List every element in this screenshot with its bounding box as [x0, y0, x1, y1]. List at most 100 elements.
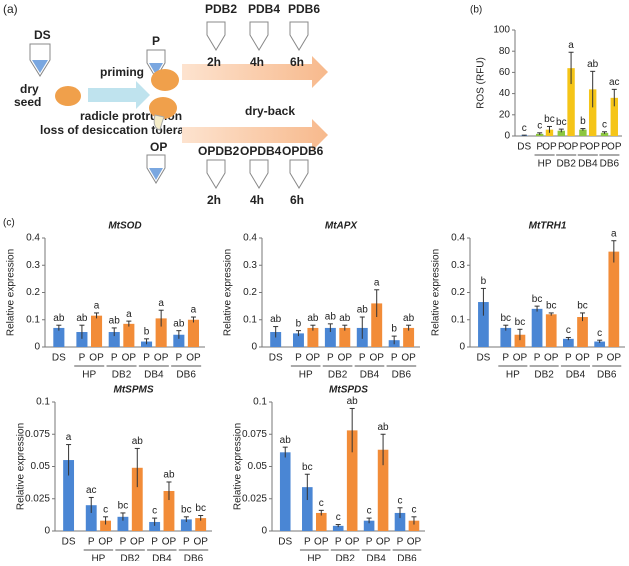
bar: [531, 308, 543, 347]
tube: [206, 159, 226, 189]
x-tick-label: OP: [98, 537, 113, 548]
sample-label: PDB6: [288, 2, 320, 16]
bar: [563, 338, 574, 347]
tube: [289, 21, 309, 51]
bar: [149, 521, 161, 531]
y-tick-label: 0: [504, 131, 510, 142]
y-tick-label: 0.025: [242, 493, 267, 504]
y-tick-label: 0.4: [243, 233, 257, 244]
group-label: DB2: [534, 370, 554, 381]
arrow: [182, 119, 328, 151]
significance-letter: ac: [86, 485, 97, 496]
time-label: 6h: [290, 55, 304, 69]
chart-title: MtAPX: [325, 221, 359, 232]
sample-label: PDB2: [205, 2, 237, 16]
x-tick-label: DS: [62, 537, 76, 548]
y-tick-label: 0.2: [451, 287, 465, 298]
bar: [53, 327, 65, 347]
y-tick-label: 0: [44, 526, 50, 537]
y-tick-label: 80: [499, 46, 511, 57]
x-tick-label: OP: [401, 353, 416, 364]
x-tick-label: OP: [89, 353, 104, 364]
x-tick-label: OP: [186, 353, 201, 364]
x-tick-label: OP: [564, 142, 579, 153]
seed-text: seed: [14, 95, 41, 109]
significance-letter: a: [191, 305, 197, 316]
significance-letter: ab: [403, 313, 415, 324]
significance-letter: c: [522, 123, 527, 134]
significance-letter: c: [537, 120, 542, 131]
bar: [155, 318, 167, 347]
bar: [279, 452, 291, 531]
x-tick-label: P: [335, 537, 342, 548]
bar: [600, 132, 609, 136]
significance-letter: c: [597, 328, 602, 339]
x-tick-label: P: [391, 353, 398, 364]
bar: [610, 97, 618, 136]
bar: [577, 317, 588, 347]
bar: [363, 520, 375, 531]
sample-label: PDB4: [248, 2, 280, 16]
y-tick-label: 0.05: [248, 461, 268, 472]
y-tick-label: 100: [493, 25, 510, 36]
group-label: HP: [91, 554, 105, 561]
bar: [514, 334, 526, 347]
tube-liquid: [149, 63, 163, 75]
dry-back-label: dry-back: [245, 104, 295, 118]
group-label: DB4: [360, 370, 380, 381]
x-tick-label: P: [558, 142, 565, 153]
bar: [292, 333, 304, 347]
bar: [594, 341, 606, 347]
significance-letter: a: [374, 277, 380, 288]
y-tick-label: 0.1: [253, 397, 267, 408]
x-tick-label: OP: [607, 353, 622, 364]
group-label: DB6: [176, 370, 196, 381]
x-tick-label: OP: [513, 353, 528, 364]
significance-letter: ab: [339, 313, 351, 324]
significance-letter: ab: [587, 59, 599, 70]
bar: [131, 467, 143, 531]
x-tick-label: P: [151, 537, 158, 548]
x-tick-label: P: [79, 353, 86, 364]
x-tick-label: OP: [314, 537, 329, 548]
x-tick-label: P: [88, 537, 95, 548]
sample-label: OPDB4: [240, 144, 282, 158]
bar: [108, 332, 120, 347]
tube: [206, 21, 226, 51]
x-tick-label: OP: [607, 142, 622, 153]
y-tick-label: 0: [251, 342, 257, 353]
bar: [567, 68, 575, 136]
x-tick-label: DS: [517, 142, 531, 153]
significance-letter: ab: [357, 305, 369, 316]
radicle: [153, 114, 165, 131]
x-tick-label: DS: [269, 353, 283, 364]
arrow: [182, 56, 328, 88]
group-label: DB6: [397, 554, 417, 561]
seed: [55, 86, 81, 106]
significance-letter: c: [319, 498, 324, 509]
group-label: DB2: [556, 159, 576, 170]
loss-label: loss of desiccation tolerance: [40, 123, 205, 137]
x-tick-label: OP: [193, 537, 208, 548]
time-label: 2h: [207, 55, 221, 69]
op-label: OP: [150, 140, 167, 154]
x-tick-label: P: [536, 142, 543, 153]
x-tick-label: P: [601, 142, 608, 153]
significance-letter: ab: [270, 314, 282, 325]
bar: [346, 430, 358, 531]
significance-letter: b: [580, 116, 586, 127]
x-tick-label: OP: [407, 537, 422, 548]
bar: [180, 519, 192, 531]
chart-title: MtSPDS: [329, 385, 368, 396]
significance-letter: a: [568, 40, 574, 51]
significance-letter: bc: [195, 503, 206, 514]
bar: [332, 525, 344, 531]
x-tick-label: OP: [345, 537, 360, 548]
significance-letter: bc: [302, 462, 313, 473]
bar: [302, 487, 313, 531]
bar: [307, 327, 319, 347]
time-label: 2h: [207, 193, 221, 207]
significance-letter: b: [481, 276, 487, 287]
significance-letter: a: [126, 309, 132, 320]
